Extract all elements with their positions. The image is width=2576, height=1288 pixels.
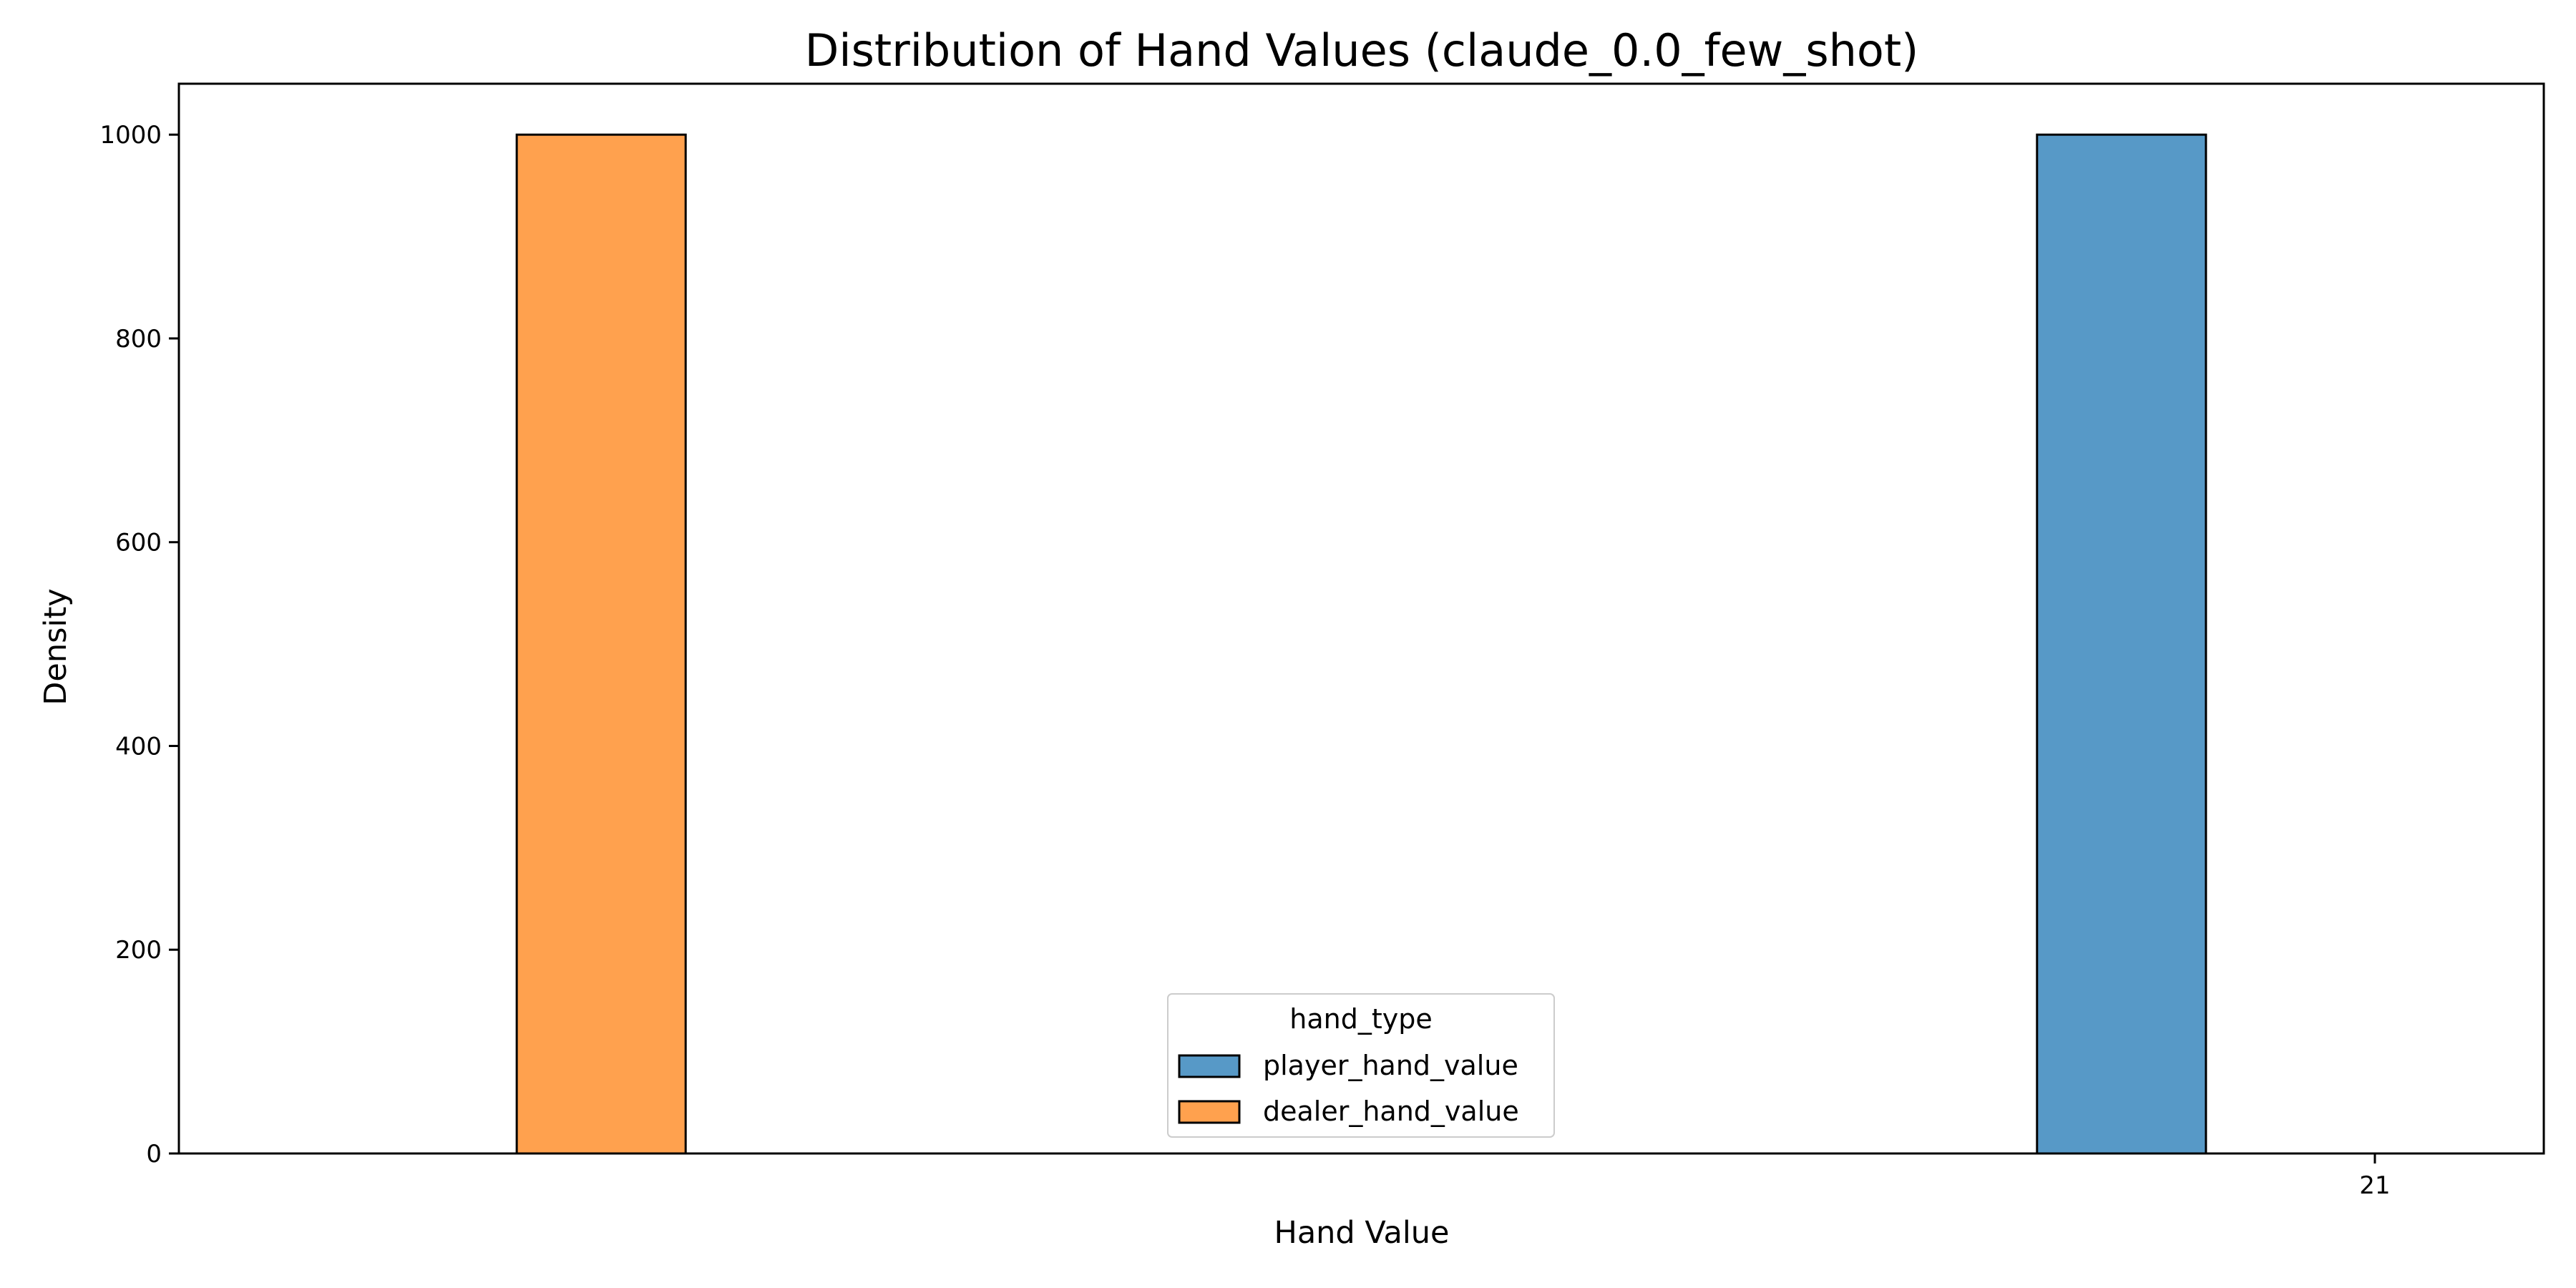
legend-swatch-player_hand_value bbox=[1178, 1054, 1241, 1078]
plot-area: 0 200 400 600 800 1000 21 bbox=[99, 82, 2545, 1200]
chart-title: Distribution of Hand Values (claude_0.0_… bbox=[805, 24, 1919, 77]
legend: hand_type player_hand_value dealer_hand_v… bbox=[1167, 993, 1555, 1138]
y-tick-label-0: 0 bbox=[146, 1140, 162, 1169]
bar-dealer_hand_value-0 bbox=[515, 133, 687, 1155]
y-axis-label: Density bbox=[38, 588, 74, 705]
y-tick-label-400: 400 bbox=[115, 732, 162, 761]
y-tick-label-1000: 1000 bbox=[99, 121, 162, 150]
y-tick-label-800: 800 bbox=[115, 325, 162, 353]
legend-label-dealer_hand_value: dealer_hand_value bbox=[1263, 1096, 1519, 1127]
y-tick-label-200: 200 bbox=[115, 936, 162, 965]
legend-frame bbox=[1167, 993, 1555, 1138]
axes-frame bbox=[177, 82, 2545, 1155]
y-tick-label-600: 600 bbox=[115, 529, 162, 557]
bar-player_hand_value-0 bbox=[2036, 133, 2207, 1155]
x-axis-label: Hand Value bbox=[1274, 1215, 1450, 1251]
legend-title: hand_type bbox=[1289, 1003, 1432, 1035]
x-tick-label-21: 21 bbox=[2359, 1171, 2390, 1200]
legend-label-player_hand_value: player_hand_value bbox=[1263, 1050, 1518, 1081]
legend-swatch-dealer_hand_value bbox=[1178, 1100, 1241, 1124]
